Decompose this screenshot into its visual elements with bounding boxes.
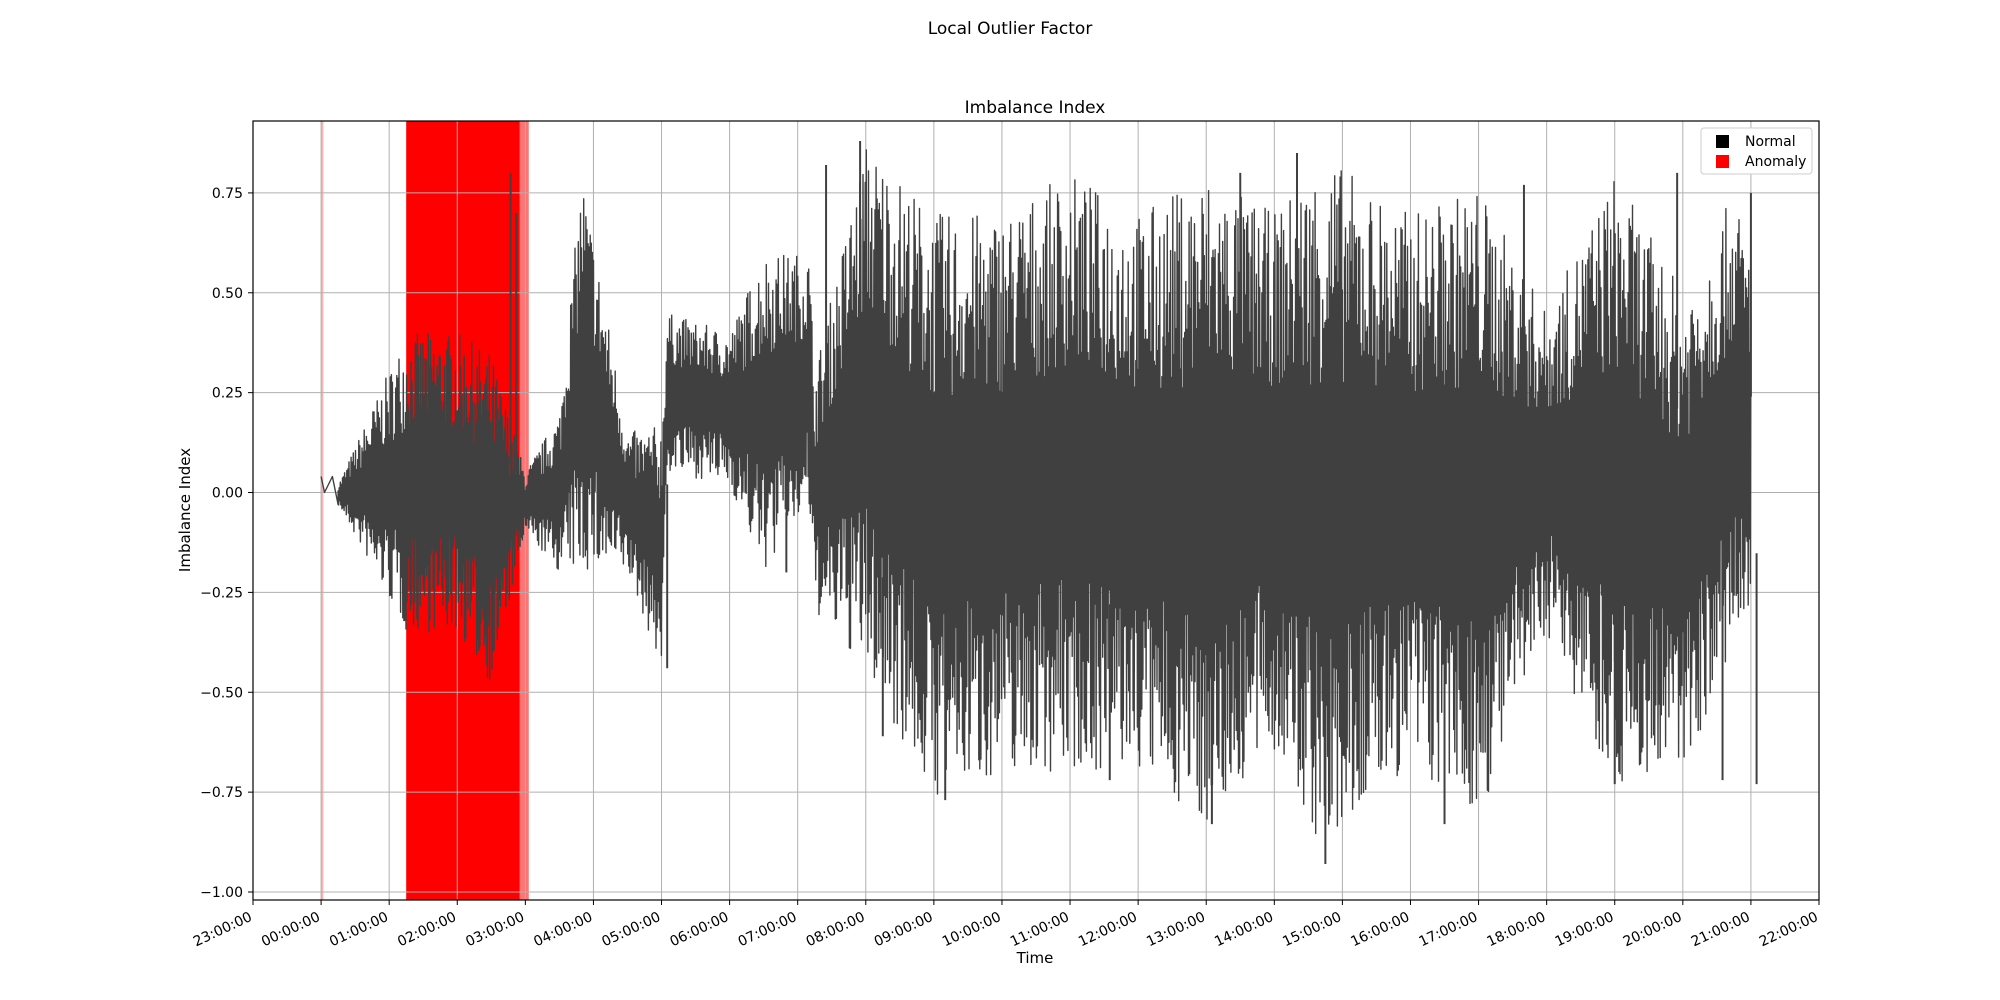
series-imbalance-index [320, 140, 1758, 865]
grid-lines [252, 121, 1820, 900]
x-axis-label: Time [1016, 949, 1054, 967]
y-tick-label: 0.75 [212, 186, 243, 202]
plot-area [252, 120, 1820, 901]
y-tick-label: 0.00 [212, 486, 243, 502]
legend: Normal Anomaly [1700, 127, 1813, 175]
plot-frame [252, 120, 1820, 901]
y-tick-label: −1.00 [200, 885, 243, 901]
series-line [320, 149, 1752, 835]
y-tick-label: −0.75 [200, 785, 243, 801]
legend-label-normal: Normal [1745, 134, 1796, 150]
y-tick-label: 0.25 [212, 386, 243, 402]
y-tick-label: 0.50 [212, 286, 243, 302]
chart-title: Imbalance Index [965, 98, 1106, 118]
legend-swatch-normal [1716, 135, 1729, 148]
figure-suptitle: Local Outlier Factor [928, 19, 1093, 39]
anomaly-region [321, 121, 324, 900]
y-axis-label: Imbalance Index [176, 448, 194, 572]
y-tick-label: −0.50 [200, 685, 243, 701]
y-axis: 0.75 0.50 0.25 0.00 −0.25 −0.50 −0.75 −1.00 [200, 186, 253, 901]
legend-label-anomaly: Anomaly [1745, 154, 1806, 170]
legend-swatch-anomaly [1716, 155, 1729, 168]
y-tick-label: −0.25 [200, 585, 243, 601]
